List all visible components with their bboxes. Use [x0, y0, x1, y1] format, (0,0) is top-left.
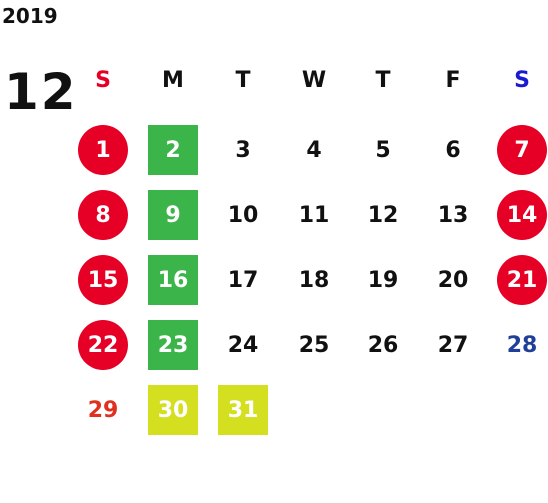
day: 16: [148, 255, 198, 305]
day: 25: [298, 332, 330, 358]
day: 24: [227, 332, 259, 358]
day: 27: [437, 332, 469, 358]
day: 12: [367, 202, 399, 228]
day: 5: [375, 137, 391, 163]
weekday: S: [95, 67, 111, 93]
day: 13: [437, 202, 469, 228]
day: 8: [78, 190, 128, 240]
day: 29: [87, 397, 119, 423]
day: 28: [506, 332, 538, 358]
day: 3: [235, 137, 251, 163]
day: 18: [298, 267, 330, 293]
month: 12: [4, 63, 78, 121]
day: 1: [78, 125, 128, 175]
day: 19: [367, 267, 399, 293]
day: 7: [497, 125, 547, 175]
day: 14: [497, 190, 547, 240]
day: 4: [306, 137, 322, 163]
weekday: M: [162, 67, 184, 93]
day: 9: [148, 190, 198, 240]
weekday: S: [514, 67, 530, 93]
day: 15: [78, 255, 128, 305]
day: 31: [218, 385, 268, 435]
day: 6: [445, 137, 461, 163]
weekday: W: [301, 67, 327, 93]
day: 26: [367, 332, 399, 358]
day: 21: [497, 255, 547, 305]
day: 30: [148, 385, 198, 435]
year: 2019: [2, 4, 58, 28]
weekday: T: [235, 67, 251, 93]
weekday: F: [445, 67, 461, 93]
day: 2: [148, 125, 198, 175]
day: 23: [148, 320, 198, 370]
day: 22: [78, 320, 128, 370]
day: 11: [298, 202, 330, 228]
day: 20: [437, 267, 469, 293]
day: 10: [227, 202, 259, 228]
day: 17: [227, 267, 259, 293]
weekday: T: [375, 67, 391, 93]
